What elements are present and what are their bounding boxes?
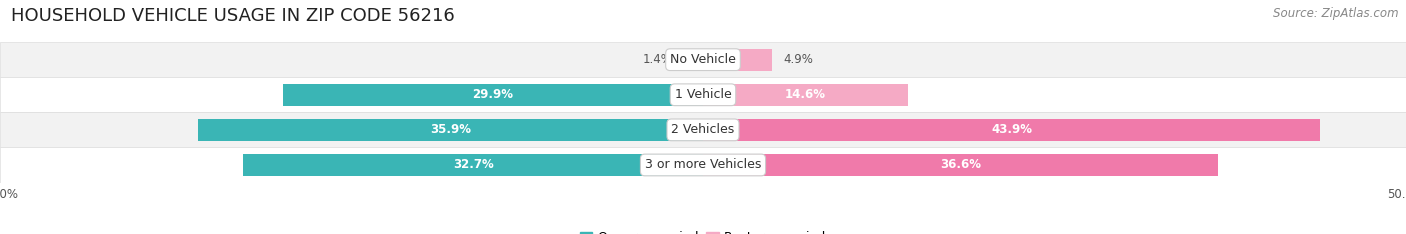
Text: 14.6%: 14.6% [785, 88, 827, 101]
Text: Source: ZipAtlas.com: Source: ZipAtlas.com [1274, 7, 1399, 20]
Bar [0, 112, 1406, 147]
Bar [683, 49, 703, 70]
Bar [0, 42, 1406, 77]
Text: HOUSEHOLD VEHICLE USAGE IN ZIP CODE 56216: HOUSEHOLD VEHICLE USAGE IN ZIP CODE 5621… [11, 7, 456, 25]
Text: 1.4%: 1.4% [643, 53, 672, 66]
Bar [243, 154, 703, 176]
Legend: Owner-occupied, Renter-occupied: Owner-occupied, Renter-occupied [575, 226, 831, 234]
Bar [703, 49, 772, 70]
Text: 36.6%: 36.6% [939, 158, 981, 172]
Text: 35.9%: 35.9% [430, 123, 471, 136]
Bar [198, 119, 703, 141]
Text: 4.9%: 4.9% [783, 53, 813, 66]
Text: 2 Vehicles: 2 Vehicles [672, 123, 734, 136]
Bar [283, 84, 703, 106]
Text: No Vehicle: No Vehicle [671, 53, 735, 66]
Bar [703, 154, 1218, 176]
Bar [0, 147, 1406, 183]
Text: 1 Vehicle: 1 Vehicle [675, 88, 731, 101]
Text: 43.9%: 43.9% [991, 123, 1032, 136]
Bar [703, 119, 1320, 141]
Bar [0, 77, 1406, 112]
Text: 29.9%: 29.9% [472, 88, 513, 101]
Text: 32.7%: 32.7% [453, 158, 494, 172]
Bar [703, 84, 908, 106]
Text: 3 or more Vehicles: 3 or more Vehicles [645, 158, 761, 172]
